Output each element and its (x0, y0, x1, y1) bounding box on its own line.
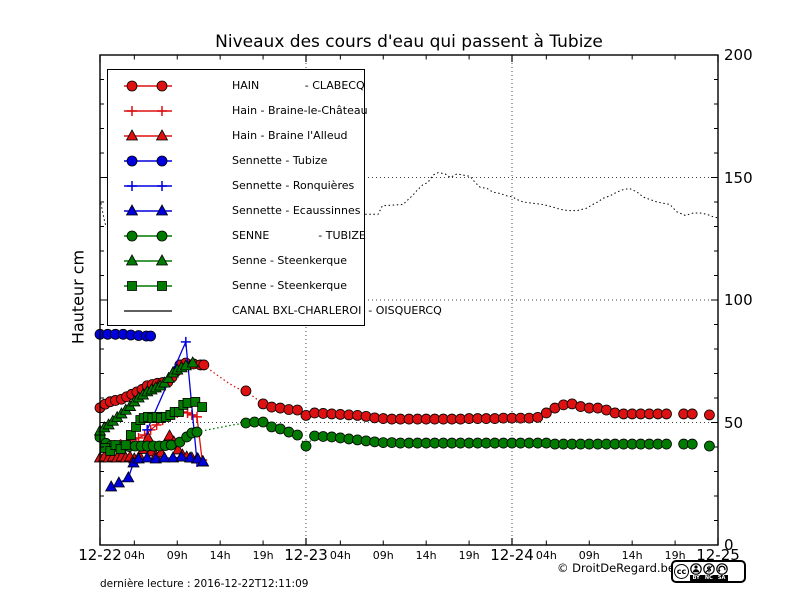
x-tick-label-hour: 04h (123, 549, 145, 562)
legend-marker-circle (124, 155, 172, 166)
legend-item-hain-clabecq: HAIN - CLABECQ (108, 73, 365, 98)
cc-license-labels: BY NC SA (690, 574, 728, 581)
legend-label: Senne - Steenkerque (232, 279, 348, 292)
y-tick-label: 150 (724, 168, 753, 187)
series-senne-steenkerque-amont (93, 356, 199, 436)
legend-marker-none (124, 309, 172, 312)
legend-marker-plus (124, 180, 172, 191)
series-senne-tubize (94, 416, 715, 452)
x-tick-label-hour: 09h (372, 549, 394, 562)
legend-marker-triangle (124, 253, 172, 265)
legend-marker-triangle (124, 128, 172, 140)
cc-logo-icon: cc (674, 564, 689, 579)
x-tick-label-day: 12-23 (284, 546, 328, 564)
y-tick-label: 0 (724, 536, 734, 554)
last-reading-text: dernière lecture : 2016-12-22T12:11:09 (100, 578, 309, 590)
y-tick-label: 100 (724, 291, 753, 309)
legend-label: HAIN - CLABECQ (232, 79, 365, 92)
legend-label: SENNE - TUBIZE (232, 229, 366, 242)
x-tick-label-hour: 09h (166, 549, 188, 562)
cc-nc-dollar-icon: $ (703, 562, 715, 575)
legend-marker-square (124, 280, 172, 291)
x-tick-label-hour: 04h (329, 549, 351, 562)
y-tick-label: 50 (724, 413, 744, 432)
x-tick-label-hour: 14h (621, 549, 643, 562)
x-tick-label-day: 12-25 (696, 546, 740, 564)
legend-item-senne-steenkerque-amont: Senne - Steenkerque (108, 248, 364, 273)
legend-box: HAIN - CLABECQ Hain - Braine-le-Château Ha… (107, 69, 442, 326)
copyright-text: © DroitDeRegard.be (557, 561, 675, 575)
legend-label: Senne - Steenkerque (232, 254, 348, 267)
x-tick-label-hour: 19h (664, 549, 686, 562)
y-tick-label: 200 (724, 46, 753, 64)
legend-marker-circle (124, 80, 172, 91)
x-tick-label-hour: 09h (578, 549, 600, 562)
cc-license-badge: cc $ BY NC SA (671, 560, 746, 583)
series-canal-bxl-charleroi (100, 172, 719, 227)
legend-marker-circle (124, 230, 172, 241)
footer-status: dernière lecture : 2016-12-22T12:11:09 d… (100, 556, 308, 600)
cc-label-sa: SA (717, 574, 726, 581)
legend-label: Sennette - Ecaussinnes (232, 204, 361, 217)
legend-marker-plus (124, 105, 172, 116)
chart-title: Niveaux des cours d'eau qui passent à Tu… (215, 32, 603, 52)
cc-sa-arrow-icon (716, 562, 728, 575)
series-sennette-ecaussinnes (104, 450, 210, 492)
x-tick-label-hour: 14h (209, 549, 231, 562)
cc-by-person-icon (690, 562, 702, 575)
series-senne-steenkerque-aval (100, 397, 208, 456)
x-tick-label-hour: 19h (252, 549, 274, 562)
legend-item-sennette-ecaussinnes: Sennette - Ecaussinnes (108, 198, 364, 223)
legend-label: Sennette - Ronquières (232, 179, 355, 192)
legend-item-senne-steenkerque-aval: Senne - Steenkerque (108, 273, 364, 298)
cc-label-by: BY (692, 574, 700, 581)
legend-item-sennette-ronquieres: Sennette - Ronquières (108, 173, 364, 198)
legend-item-hain-braine-le-chateau: Hain - Braine-le-Château (108, 98, 368, 123)
x-tick-label-hour: 14h (415, 549, 437, 562)
legend-label: Hain - Braine l'Alleud (232, 129, 348, 142)
x-tick-label-day: 12-24 (490, 546, 534, 564)
legend-item-hain-braine-alleud: Hain - Braine l'Alleud (108, 123, 364, 148)
x-tick-label-hour: 04h (535, 549, 557, 562)
legend-marker-triangle (124, 203, 172, 215)
series-sennette-tubize (94, 328, 157, 342)
x-tick-label-day: 12-22 (78, 546, 122, 564)
legend-item-sennette-tubize: Sennette - Tubize (108, 148, 364, 173)
legend-label: Sennette - Tubize (232, 154, 328, 167)
legend-item-canal-bxl-charleroi: CANAL BXL-CHARLEROI - OISQUERCQ (108, 298, 442, 323)
x-tick-label-hour: 19h (458, 549, 480, 562)
legend-item-senne-tubize: SENNE - TUBIZE (108, 223, 366, 248)
cc-label-nc: NC (704, 574, 713, 581)
legend-label: CANAL BXL-CHARLEROI - OISQUERCQ (232, 304, 442, 317)
legend-label: Hain - Braine-le-Château (232, 104, 368, 117)
